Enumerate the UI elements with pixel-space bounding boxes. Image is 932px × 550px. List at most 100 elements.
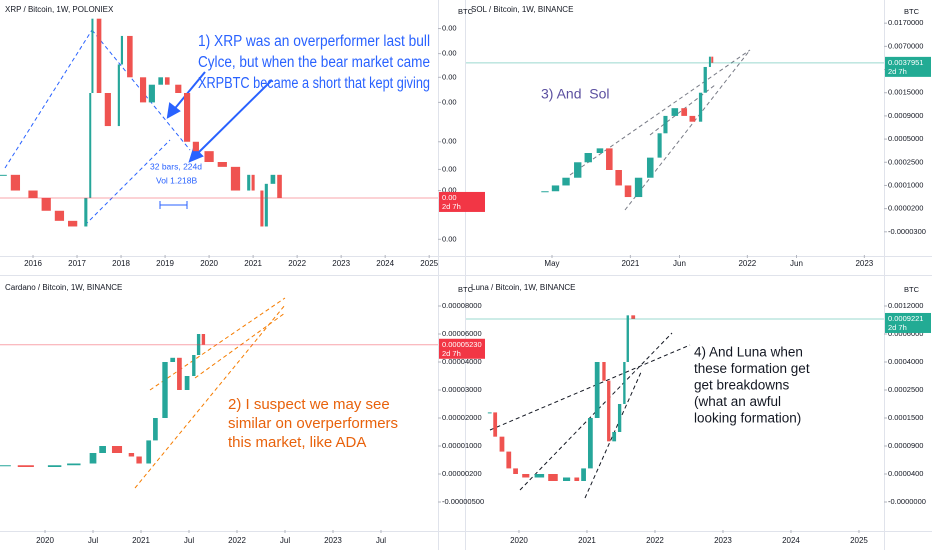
candle <box>657 133 662 158</box>
axis-unit: BTC <box>904 285 920 294</box>
annotation: (what an awful <box>694 394 781 409</box>
trendline <box>519 332 673 491</box>
candle <box>624 185 632 198</box>
x-tick-label: Jun <box>673 259 686 268</box>
candle <box>158 77 163 85</box>
candle <box>67 463 81 466</box>
x-tick-label: 2020 <box>510 536 528 545</box>
x-tick-label: 2022 <box>288 259 306 268</box>
y-tick-label: 0.0009000 <box>888 111 923 120</box>
candle <box>170 357 176 362</box>
y-tick-label: 0.00008000 <box>442 301 482 310</box>
candle <box>563 477 571 481</box>
candle <box>581 468 586 481</box>
price-tag-label: 0.00 <box>442 193 457 202</box>
candle <box>626 315 629 362</box>
candle <box>574 477 580 481</box>
candle <box>175 84 182 93</box>
y-tick-label: 0.0005000 <box>888 134 923 143</box>
trendline <box>194 312 286 379</box>
candle <box>136 456 142 464</box>
candle <box>127 35 133 78</box>
x-tick-label: 2016 <box>24 259 42 268</box>
candle <box>534 474 545 478</box>
candle <box>615 170 622 186</box>
price-tag <box>885 312 931 333</box>
candle <box>493 412 498 437</box>
x-tick-label: Jun <box>790 259 803 268</box>
x-tick-label: 2023 <box>332 259 350 268</box>
x-tick-label: 2022 <box>228 536 246 545</box>
annotation: these formation get <box>694 361 810 376</box>
x-tick-label: Jul <box>280 536 290 545</box>
candle <box>204 151 214 163</box>
candle <box>120 35 124 65</box>
candle <box>28 190 38 198</box>
x-tick-label: 2021 <box>621 259 639 268</box>
candle <box>177 357 182 390</box>
y-tick-label: 0.00 <box>442 24 457 33</box>
x-tick-label: 2019 <box>156 259 174 268</box>
candle <box>606 148 613 170</box>
candle <box>153 418 158 441</box>
annotation: 1) XRP was an overperformer last bull <box>198 33 430 50</box>
chart-panel: XRP / Bitcoin, 1W, POLONIEX BTC0.000.000.… <box>0 5 485 268</box>
y-tick-label: 0.00 <box>442 234 457 243</box>
candle <box>260 190 264 227</box>
trendline <box>149 297 286 391</box>
candle <box>551 185 560 192</box>
y-tick-label: 0.0170000 <box>888 18 923 27</box>
x-tick-label: 2024 <box>376 259 394 268</box>
x-tick-label: 2021 <box>244 259 262 268</box>
candle <box>584 153 592 163</box>
x-tick-label: 2023 <box>855 259 873 268</box>
annotation: 2) I suspect we may see <box>228 396 390 413</box>
annotation: XRPBTC became a short that kept giving <box>198 75 430 92</box>
y-tick-label: 0.0012000 <box>888 301 923 310</box>
candle <box>631 315 636 319</box>
annotation: 4) And Luna when <box>694 345 803 360</box>
y-tick-label: 0.0002500 <box>888 157 923 166</box>
candle <box>41 197 51 211</box>
candle <box>277 174 282 198</box>
candle <box>646 157 654 178</box>
price-tag-countdown: 2d 7h <box>442 202 461 211</box>
chart-panel: SOL / Bitcoin, 1W, BINANCE BTC 0.0170000 0.… <box>466 5 931 268</box>
candle <box>703 66 707 93</box>
candle <box>270 174 276 184</box>
x-tick-label: 2021 <box>132 536 150 545</box>
annotation: get breakdowns <box>694 378 790 393</box>
y-tick-label: 0.00 <box>442 186 457 195</box>
candle <box>541 191 549 193</box>
candle <box>698 92 703 122</box>
candle <box>663 115 668 134</box>
chart-title: Cardano / Bitcoin, 1W, BINANCE <box>5 283 122 292</box>
x-tick-label: 2017 <box>68 259 86 268</box>
y-tick-label: 0.0001500 <box>888 413 923 422</box>
annotation: Cylce, but when the bear market came <box>198 54 430 71</box>
price-tag-label: 0.00005230 <box>442 340 482 349</box>
candle <box>513 468 518 474</box>
candle <box>91 18 94 93</box>
chart-panel: Cardano / Bitcoin, 1W, BINANCE BTC 0.00008… <box>0 283 485 545</box>
y-tick-label: 0.00 <box>442 49 457 58</box>
candle <box>612 432 617 442</box>
candle <box>217 162 227 167</box>
axis-unit: BTC <box>458 285 474 294</box>
y-tick-label: 0.00002000 <box>442 413 482 422</box>
y-tick-label: 0.0004000 <box>888 357 923 366</box>
x-tick-label: 2020 <box>36 536 54 545</box>
y-tick-label: 0.0006000 <box>888 329 923 338</box>
candle <box>164 77 170 85</box>
candle <box>148 84 155 103</box>
trendline <box>134 304 286 489</box>
x-tick-label: 2024 <box>782 536 800 545</box>
trendline <box>84 139 171 226</box>
candle <box>128 453 135 457</box>
trendlines <box>4 29 751 499</box>
price-tag-countdown: 2d 7h <box>442 349 461 358</box>
candle <box>574 162 582 178</box>
annotation: looking formation) <box>694 411 801 426</box>
candle <box>10 174 21 191</box>
